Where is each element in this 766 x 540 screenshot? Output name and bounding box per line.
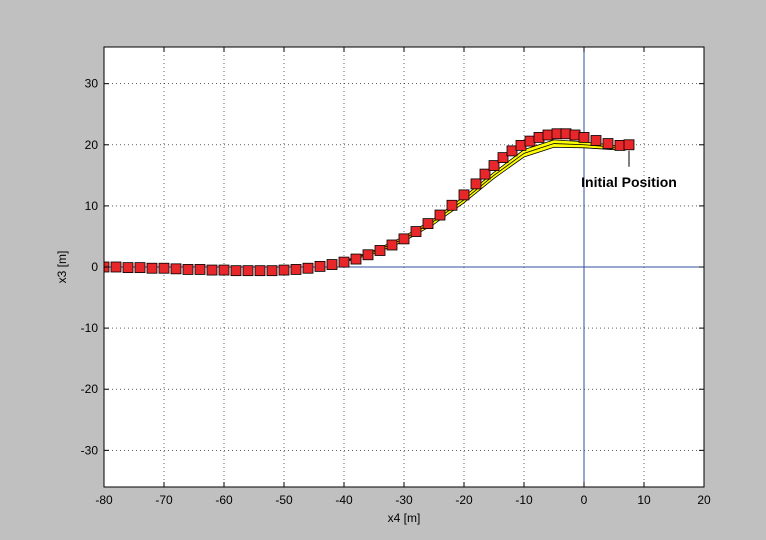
x-tick-label: -70 (155, 493, 173, 507)
trajectory-marker (278, 264, 290, 276)
trajectory-marker (551, 128, 563, 140)
trajectory-marker (374, 245, 386, 256)
trajectory-marker (254, 265, 266, 277)
x-tick-label: -50 (275, 493, 293, 507)
y-tick-label: 30 (85, 77, 99, 91)
annotation-initial-position: Initial Position (581, 150, 677, 190)
x-tick-label: -80 (95, 493, 113, 507)
x-tick-label: 20 (697, 493, 711, 507)
trajectory-marker (506, 145, 518, 157)
trajectory-marker (218, 264, 230, 276)
trajectory-marker (338, 256, 350, 268)
trajectory-marker (362, 249, 374, 261)
trajectory-marker (578, 132, 590, 143)
x-tick-label: -20 (455, 493, 473, 507)
trajectory-marker (542, 129, 554, 141)
trajectory-marker (560, 128, 572, 140)
x-axis-label: x4 [m] (388, 511, 421, 525)
x-tick-label: -40 (335, 493, 353, 507)
trajectory-marker (410, 226, 422, 237)
trajectory-marker (314, 260, 326, 272)
trajectory-marker (326, 259, 338, 270)
x-ticks: -80 -70 -60 -50 -40 -30 -20 -10 0 10 20 (95, 47, 711, 507)
x-tick-label: -10 (515, 493, 533, 507)
y-tick-label: -30 (81, 443, 99, 457)
trajectory-marker (497, 152, 509, 164)
trajectory-marker (182, 264, 194, 275)
trajectory-marker (470, 178, 482, 190)
trajectory-marker (110, 261, 122, 273)
plot-content (104, 128, 635, 277)
y-tick-label: 10 (85, 199, 99, 213)
trajectory-marker (446, 199, 458, 211)
trajectory-marker (488, 160, 500, 171)
trajectory-marker (242, 265, 254, 277)
trajectory-marker (266, 265, 278, 277)
y-axis-label: x3 [m] (55, 251, 69, 284)
x-tick-label: -60 (215, 493, 233, 507)
x-tick-label: 10 (637, 493, 651, 507)
x-tick-label: 0 (581, 493, 588, 507)
annotation-text: Initial Position (581, 174, 677, 190)
trajectory-marker (302, 262, 314, 274)
trajectory-marker (590, 135, 602, 146)
trajectory-marker (515, 139, 527, 151)
x-tick-label: -30 (395, 493, 413, 507)
trajectory-marker (158, 262, 170, 274)
trajectory-marker (170, 263, 182, 275)
trajectory-marker (134, 262, 146, 274)
trajectory-marker (206, 264, 218, 276)
trajectory-marker (146, 262, 158, 274)
trajectory-marker (290, 264, 302, 275)
trajectory-marker (623, 139, 635, 151)
trajectory-marker (533, 132, 545, 143)
trajectory-marker (230, 265, 242, 277)
trajectory-marker (398, 233, 410, 245)
y-ticks: -30 -20 -10 0 10 20 30 (81, 77, 704, 457)
trajectory-marker (524, 135, 536, 147)
trajectory-marker (350, 253, 362, 265)
trajectory-marker (434, 209, 446, 221)
trajectory-marker (614, 139, 626, 151)
trajectory-markers (104, 128, 635, 277)
y-tick-label: -10 (81, 321, 99, 335)
trajectory-marker (386, 239, 398, 251)
trajectory-marker (122, 262, 134, 274)
trajectory-marker (602, 138, 614, 149)
trajectory-marker (422, 218, 434, 230)
trajectory-marker (479, 168, 491, 180)
trajectory-marker (194, 264, 206, 275)
y-tick-label: 0 (91, 260, 98, 274)
trajectory-marker (569, 129, 581, 141)
trajectory-marker (458, 189, 470, 201)
y-tick-label: 20 (85, 138, 99, 152)
y-tick-label: -20 (81, 382, 99, 396)
